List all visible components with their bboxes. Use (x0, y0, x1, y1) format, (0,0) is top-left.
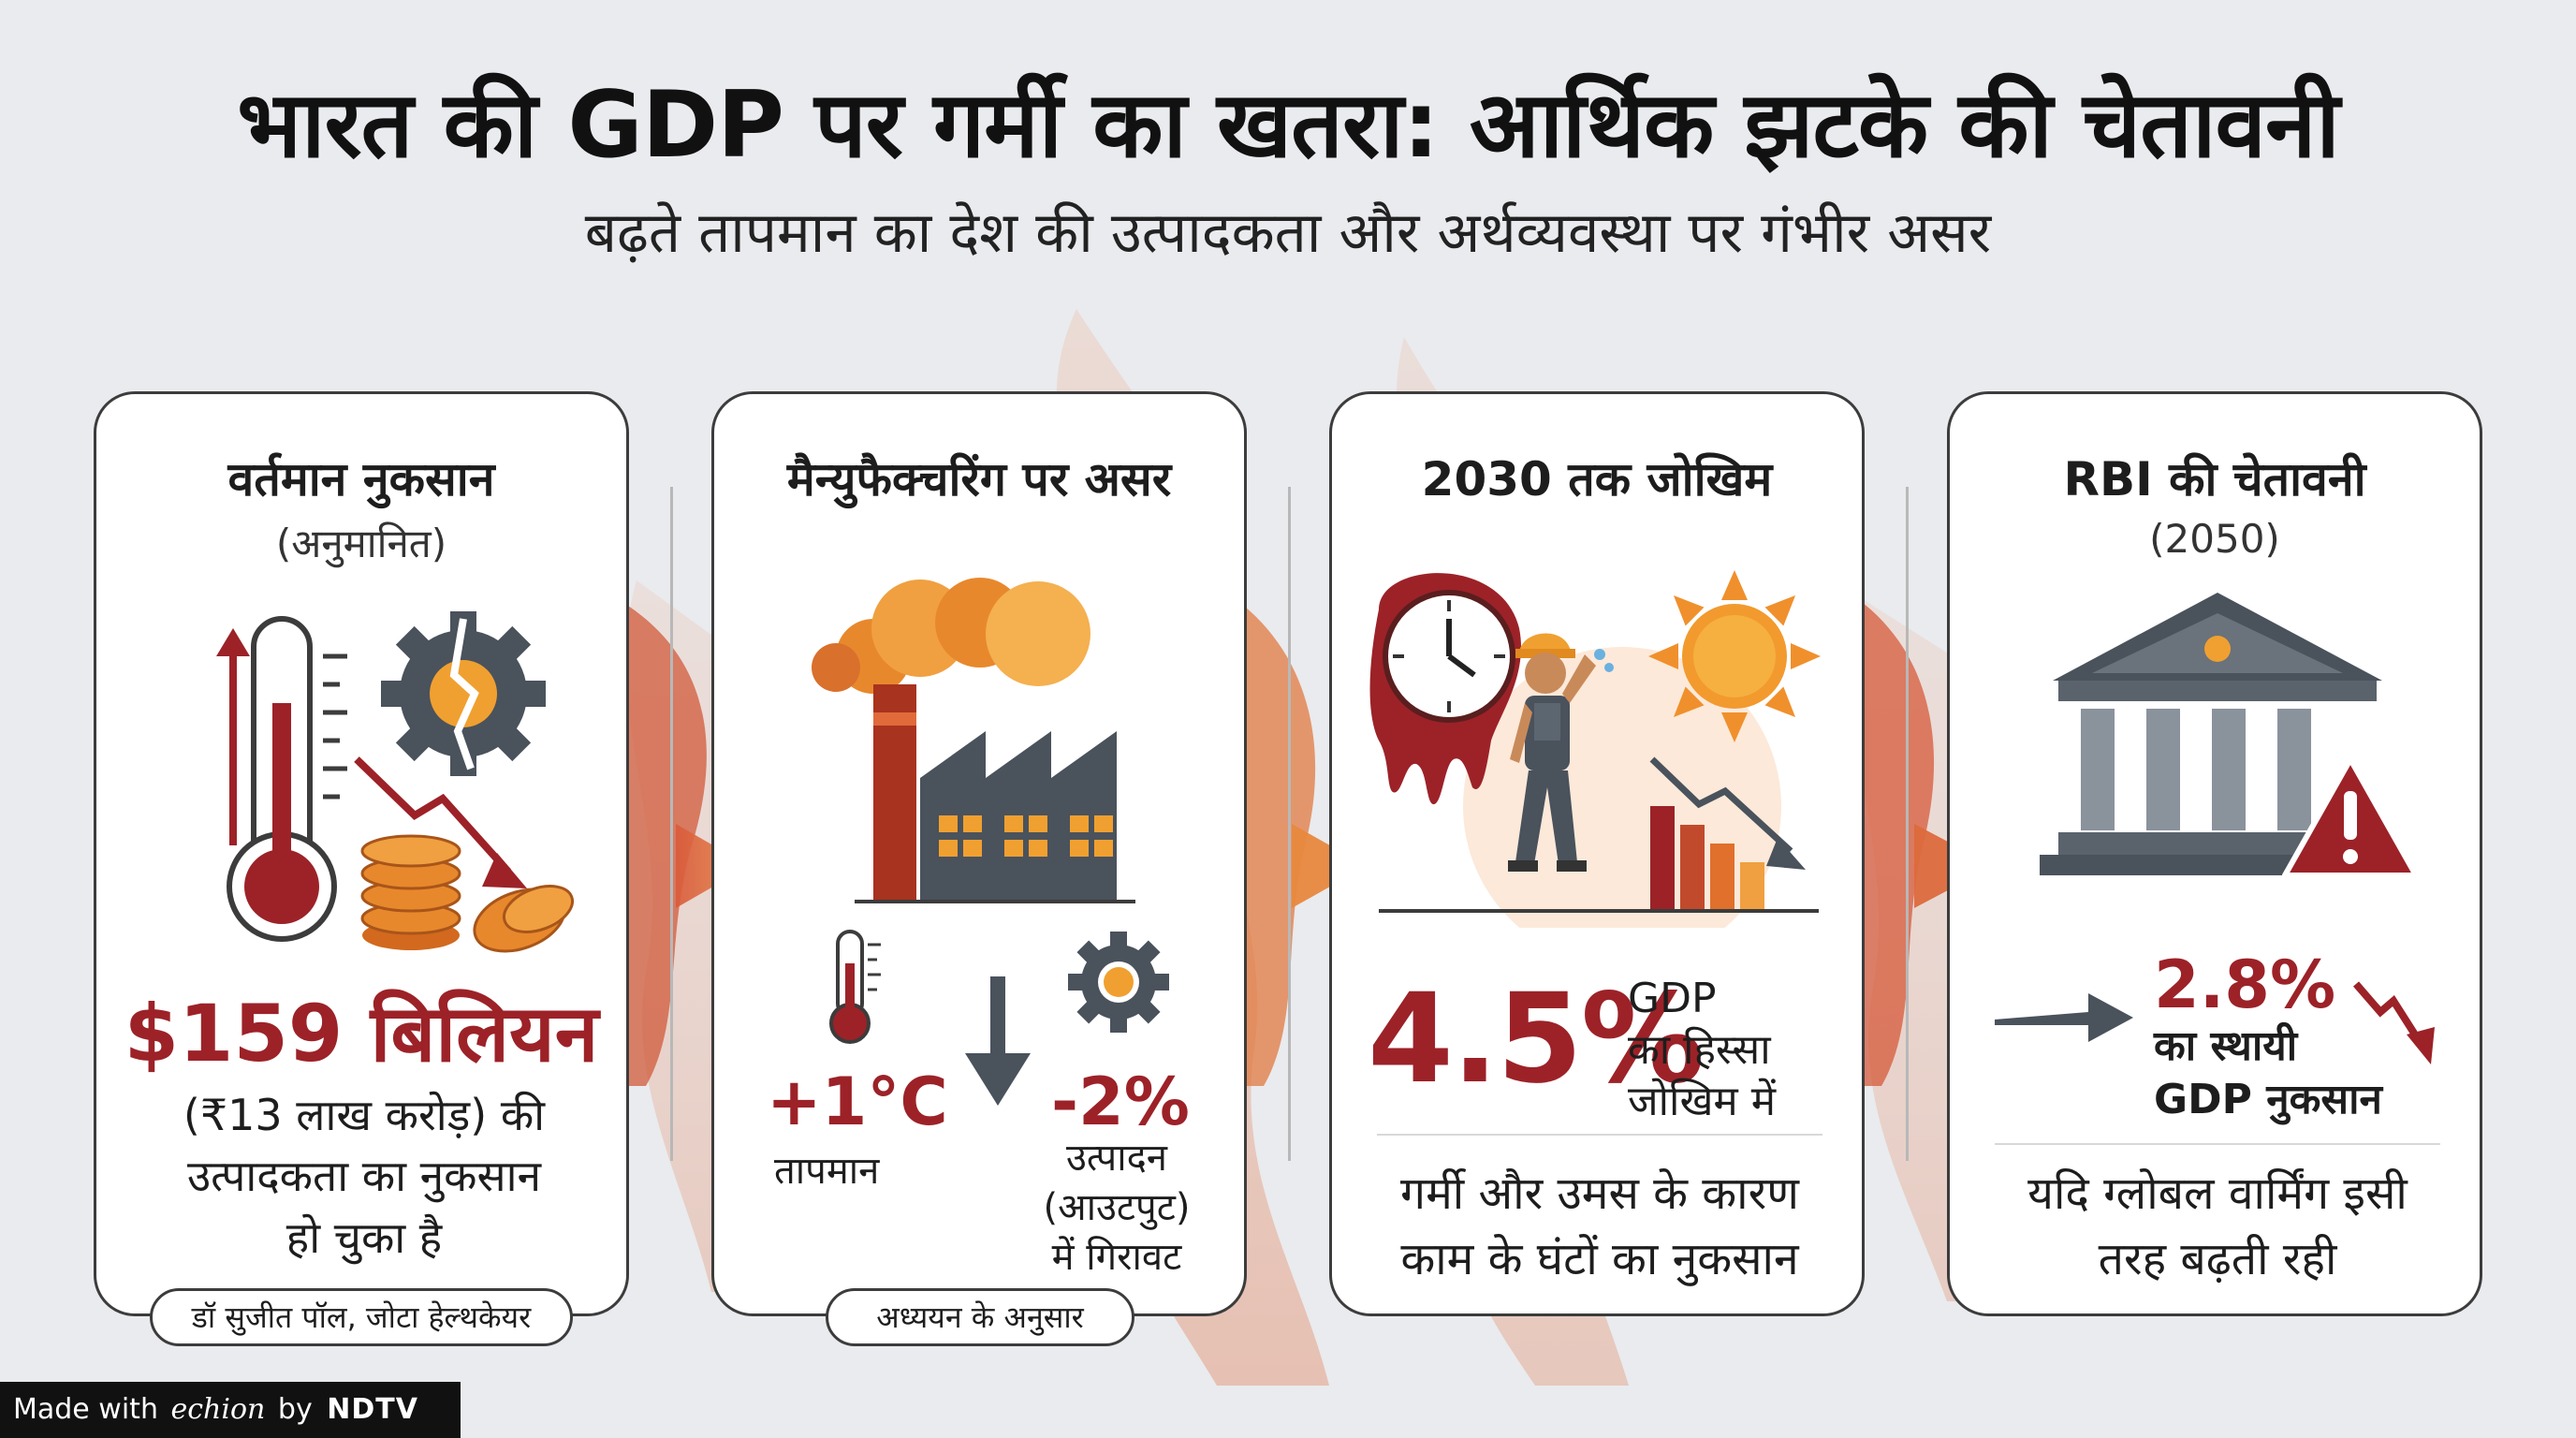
page-subtitle: बढ़ते तापमान का देश की उत्पादकता और अर्थ… (584, 199, 1992, 266)
watermark-by: by (277, 1393, 313, 1426)
gear-icon (1068, 932, 1169, 1033)
thermometer-icon (829, 930, 881, 1044)
source-badge: अध्ययन के अनुसार (826, 1288, 1134, 1346)
risk-description: गर्मी और उमस के कारण काम के घंटों का नुक… (1351, 1162, 1849, 1292)
rbi-loss-label: का स्थायी GDP नुकसान (2154, 1020, 2382, 1126)
bank-icon (2040, 593, 2395, 875)
source-badge: डॉ सुजीत पॉल, जोटा हेल्थकेयर (150, 1288, 573, 1346)
loss-description: (₹13 लाख करोड़) की उत्पादकता का नुकसान ह… (124, 1085, 604, 1269)
temperature-value: +1°C (767, 1064, 948, 1140)
melting-clock-icon (1369, 573, 1522, 805)
card-manufacturing: मैन्युफैक्चरिंग पर असर (711, 391, 1247, 1316)
gdp-line: GDP (1628, 975, 1717, 1022)
card-title: मैन्युफैक्चरिंग पर असर (786, 452, 1172, 506)
broken-gear-icon (381, 611, 546, 776)
desc-line: (₹13 लाख करोड़) की (183, 1090, 546, 1140)
divider (1377, 1134, 1822, 1136)
card-subtitle: (2050) (2149, 516, 2280, 562)
down-arrow-icon (965, 976, 1031, 1106)
output-drop-value: -2% (1051, 1064, 1190, 1140)
sun-icon (1648, 570, 1821, 742)
thermometer-icon (227, 616, 347, 942)
worker-icon (1508, 633, 1614, 872)
loss-amount: $159 बिलियन (124, 988, 599, 1079)
coins-icon (360, 834, 574, 953)
card-title: RBI की चेतावनी (2063, 452, 2366, 506)
label-line: GDP नुकसान (2154, 1076, 2382, 1124)
gdp-line: जोखिम में (1628, 1078, 1777, 1125)
echion-logo: echion (170, 1393, 266, 1426)
desc-line: हो चुका है (285, 1211, 443, 1263)
card-subtitle: (अनुमानित) (275, 521, 447, 566)
card-current-loss: वर्तमान नुकसान (अनुमानित) (94, 391, 629, 1316)
trend-down-arrow-icon (354, 756, 527, 888)
desc-line: तरह बढ़ती रही (2098, 1232, 2337, 1285)
warning-icon (2282, 756, 2419, 878)
card-risk-2030: 2030 तक जोखिम (1329, 391, 1865, 1316)
watermark-text: Made with (13, 1393, 158, 1426)
output-line: में गिरावट (1051, 1235, 1182, 1279)
right-arrow-icon (1995, 993, 2133, 1042)
desc-line: गर्मी और उमस के कारण (1400, 1167, 1799, 1220)
smoke-cloud-icon (812, 578, 1090, 694)
divider (1995, 1143, 2440, 1145)
card-rbi-warning: RBI की चेतावनी (2050) 2.8% का स्थायी (1947, 391, 2482, 1316)
loss-illustration (216, 611, 574, 953)
header: भारत की GDP पर गर्मी का खतरा: आर्थिक झटक… (0, 73, 2576, 269)
desc-line: काम के घंटों का नुकसान (1400, 1232, 1799, 1285)
card-title: वर्तमान नुकसान (227, 452, 495, 506)
output-line: उत्पादन (1065, 1137, 1168, 1180)
trend-down-arrow-icon (2352, 981, 2435, 1064)
desc-line: उत्पादकता का नुकसान (186, 1151, 542, 1202)
card-title: 2030 तक जोखिम (1421, 452, 1773, 506)
rbi-percent: 2.8% (2154, 946, 2336, 1023)
gdp-line: का हिस्सा (1628, 1026, 1771, 1074)
made-with-watermark[interactable]: Made with echion by NDTV (0, 1382, 461, 1438)
temperature-label: तापमान (774, 1150, 880, 1193)
heat-worker-illustration (1369, 570, 1821, 928)
factory-icon (855, 684, 1135, 903)
up-arrow-icon (216, 628, 250, 845)
bank-illustration (2040, 593, 2419, 878)
label-line: का स्थायी (2154, 1022, 2298, 1070)
declining-bar-chart-icon (1379, 756, 1819, 913)
risk-percent: 4.5% (1368, 967, 1705, 1111)
rbi-description: यदि ग्लोबल वार्मिंग इसी तरह बढ़ती रही (1969, 1162, 2466, 1292)
factory-illustration (812, 578, 1135, 903)
output-line: (आउटपुट) (1043, 1185, 1191, 1229)
desc-line: यदि ग्लोबल वार्मिंग इसी (2027, 1167, 2408, 1220)
output-description: उत्पादन (आउटपुट) में गिरावट (1023, 1134, 1210, 1282)
ndtv-logo: NDTV (327, 1393, 418, 1426)
risk-gdp-label: GDP का हिस्सा जोखिम में (1628, 973, 1776, 1127)
page-title: भारत की GDP पर गर्मी का खतरा: आर्थिक झटक… (237, 72, 2339, 179)
